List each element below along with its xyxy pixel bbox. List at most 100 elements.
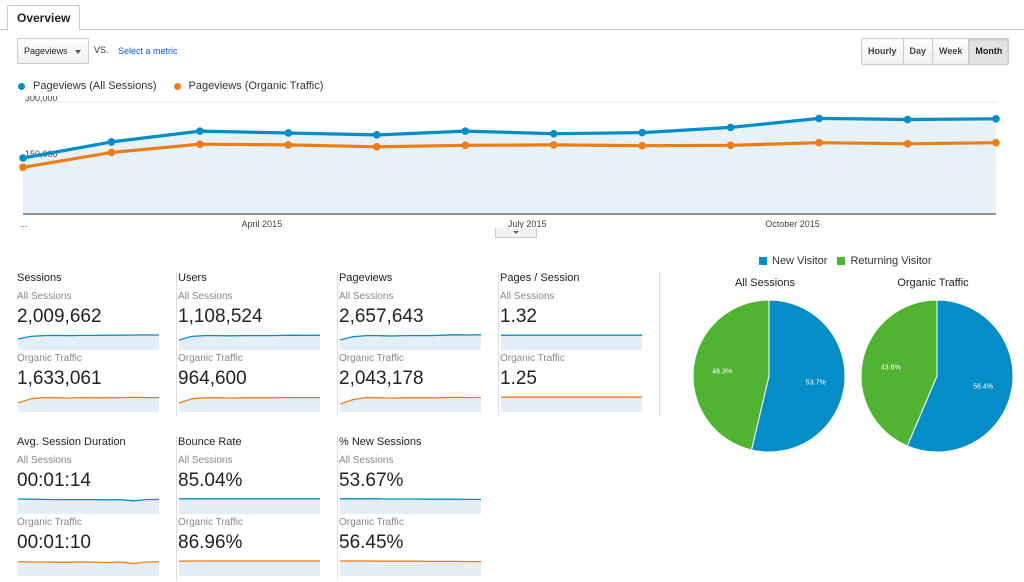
tab-overview[interactable]: Overview — [7, 5, 81, 31]
metric-tile[interactable]: Pages / Session All Sessions 1.32 Organic T… — [500, 272, 660, 416]
metric-tile[interactable]: Users All Sessions 1,108,524 Organic Traffi… — [178, 272, 338, 416]
metric-select[interactable]: Pageviews — [17, 38, 89, 64]
pie-slice-returning-visitor[interactable] — [860, 299, 938, 447]
metric-value: 2,657,643 — [339, 306, 424, 327]
sparkline-area — [340, 334, 481, 350]
select-metric-link[interactable]: Select a metric — [118, 46, 178, 56]
period-month-button[interactable]: Month — [969, 39, 1009, 64]
data-point[interactable] — [461, 127, 470, 135]
period-day-button[interactable]: Day — [903, 39, 934, 64]
pie-legend-label: New Visitor — [772, 255, 828, 267]
pie-slice-new-visitor[interactable] — [750, 299, 846, 453]
data-point[interactable] — [815, 114, 823, 123]
sparkline — [501, 396, 642, 412]
sparkline — [18, 334, 159, 350]
sparkline-line — [340, 498, 481, 501]
metric-value: 00:01:14 — [17, 470, 91, 491]
data-point[interactable] — [19, 163, 27, 172]
metric-value: 2,009,662 — [17, 306, 102, 327]
segment-label: All Sessions — [17, 291, 72, 302]
period-week-button[interactable]: Week — [933, 39, 970, 64]
segment-label: Organic Traffic — [17, 517, 82, 528]
data-point[interactable] — [461, 141, 470, 150]
sparkline-line — [340, 560, 481, 563]
pie-legend-item-new-visitor[interactable]: New Visitor — [759, 255, 827, 267]
metric-tile[interactable]: Sessions All Sessions 2,009,662 Organic Tra… — [17, 272, 177, 416]
pie-chart-all-sessions[interactable]: 53.7% 46.3% — [691, 298, 847, 454]
metric-value: 00:01:10 — [17, 532, 91, 553]
sparkline-area — [340, 397, 481, 412]
metric-title: % New Sessions — [339, 436, 422, 448]
pie-legend-item-returning-visitor[interactable]: Returning Visitor — [837, 255, 932, 267]
series-line — [22, 141, 997, 169]
data-point[interactable] — [726, 123, 735, 132]
data-point[interactable] — [903, 115, 912, 124]
data-point[interactable] — [196, 127, 204, 135]
data-point[interactable] — [284, 141, 293, 149]
pie-legend: New Visitor Returning Visitor — [759, 255, 942, 267]
segment-label: All Sessions — [17, 455, 72, 466]
metric-title: Sessions — [17, 272, 62, 284]
metric-value: 56.45% — [339, 532, 404, 553]
segment-label: All Sessions — [339, 455, 394, 466]
metric-tile[interactable]: % New Sessions All Sessions 53.67% Organic … — [339, 436, 499, 580]
data-point[interactable] — [373, 131, 381, 139]
data-point[interactable] — [19, 154, 27, 162]
data-point[interactable] — [992, 138, 1000, 147]
legend-square-icon — [759, 257, 767, 265]
sparkline — [179, 334, 321, 350]
data-point[interactable] — [196, 140, 204, 148]
data-point[interactable] — [549, 141, 558, 149]
pie-slice-returning-visitor[interactable] — [692, 299, 770, 451]
pie-chart-organic-traffic[interactable]: 56.4% 43.6% — [859, 298, 1015, 454]
sparkline — [179, 560, 320, 576]
metric-value: 1,108,524 — [178, 306, 263, 327]
sparkline — [340, 498, 481, 514]
sparkline — [340, 334, 482, 350]
vs-label: VS. — [94, 45, 109, 55]
segment-label: Organic Traffic — [500, 353, 565, 364]
metric-value: 964,600 — [178, 368, 247, 389]
sparkline-area — [18, 561, 159, 576]
pie-slice-new-visitor[interactable] — [906, 299, 1014, 453]
data-point[interactable] — [107, 148, 116, 157]
pie-label-new: 53.7% — [806, 379, 826, 386]
sparkline-line — [18, 396, 159, 404]
data-point[interactable] — [726, 141, 735, 150]
legend-dot-icon — [173, 82, 181, 90]
pie-title-organic-traffic: Organic Traffic — [897, 277, 969, 289]
chart-collapse-handle[interactable] — [495, 228, 537, 238]
pie-label-new: 56.4% — [973, 383, 993, 390]
data-point[interactable] — [992, 115, 1000, 123]
pie-label-returning: 46.3% — [712, 369, 732, 376]
data-point[interactable] — [815, 138, 823, 147]
segment-label: All Sessions — [178, 455, 233, 466]
segment-label: All Sessions — [500, 291, 555, 302]
data-point[interactable] — [903, 140, 912, 148]
legend-item-all-sessions[interactable]: Pageviews (All Sessions) — [18, 80, 157, 92]
data-point[interactable] — [549, 129, 558, 138]
metric-tile[interactable]: Bounce Rate All Sessions 85.04% Organic Tra… — [178, 436, 338, 580]
data-point[interactable] — [284, 129, 293, 137]
metric-tile[interactable]: Avg. Session Duration All Sessions 00:01:1… — [17, 436, 177, 580]
segment-label: Organic Traffic — [178, 353, 243, 364]
legend-dot-icon — [18, 82, 25, 90]
sparkline — [179, 396, 320, 412]
period-hourly-button[interactable]: Hourly — [862, 39, 904, 64]
sparkline-area — [179, 498, 320, 514]
sparkline-area — [340, 561, 481, 576]
data-point[interactable] — [107, 138, 116, 146]
legend-item-organic-traffic[interactable]: Pageviews (Organic Traffic) — [173, 80, 323, 92]
metric-value: 1,633,061 — [17, 368, 102, 389]
data-point[interactable] — [638, 141, 646, 150]
x-tick-label: April 2015 — [242, 219, 283, 229]
sparkline-area — [501, 397, 642, 412]
metric-value: 2,043,178 — [339, 368, 424, 389]
sparkline-area — [18, 335, 159, 350]
x-tick-label: July 2015 — [508, 219, 547, 229]
data-point[interactable] — [373, 143, 381, 151]
data-point[interactable] — [638, 128, 646, 137]
pie-legend-label: Returning Visitor — [850, 255, 932, 267]
metric-tile[interactable]: Pageviews All Sessions 2,657,643 Organic Tr… — [339, 272, 499, 416]
